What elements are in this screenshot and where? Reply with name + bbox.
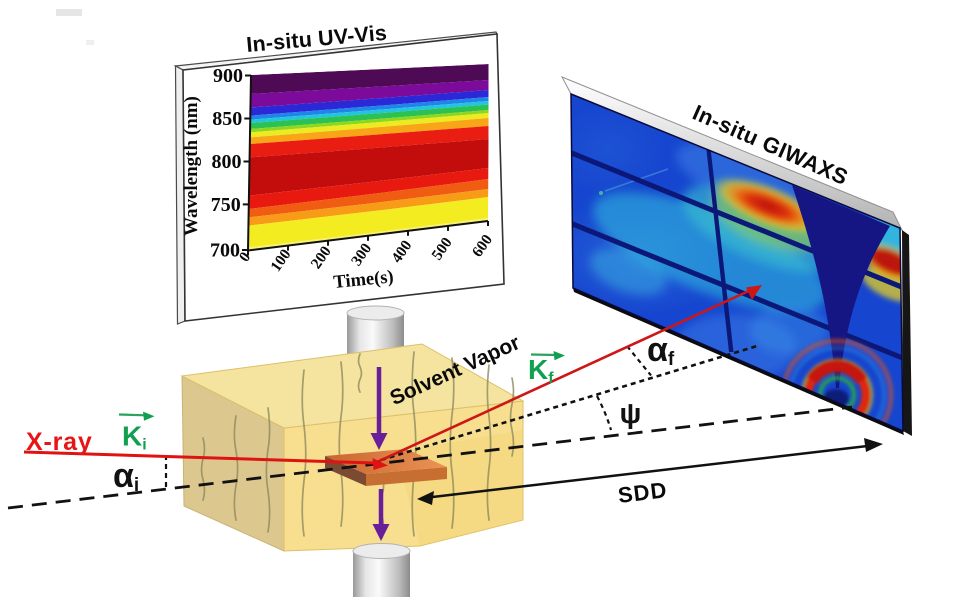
svg-text:SDD: SDD (617, 477, 669, 508)
svg-text:700: 700 (210, 240, 240, 262)
svg-text:800: 800 (212, 151, 242, 173)
svg-text:750: 750 (211, 194, 241, 216)
svg-text:X-ray: X-ray (26, 428, 93, 456)
svg-text:ψ: ψ (620, 398, 642, 430)
svg-text:900: 900 (213, 65, 243, 87)
svg-text:Wavelength (nm): Wavelength (nm) (181, 96, 202, 236)
svg-text:850: 850 (212, 108, 242, 130)
